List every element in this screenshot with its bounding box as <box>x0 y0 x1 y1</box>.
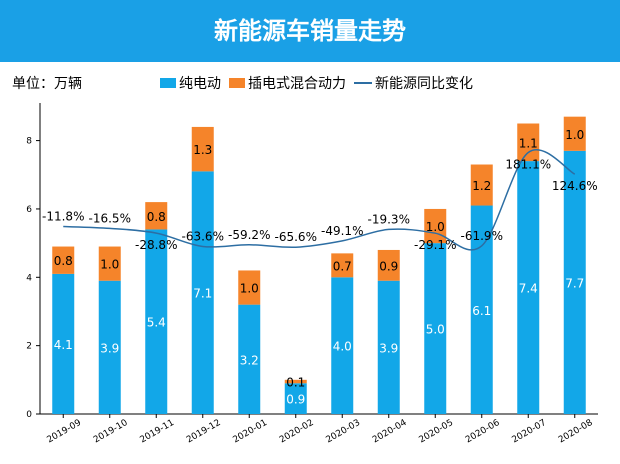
legend-label: 插电式混合动力 <box>248 76 346 92</box>
bar-bev <box>470 205 493 414</box>
phev-label: 0.1 <box>286 376 305 390</box>
x-tick-label: 2020-01 <box>231 418 269 445</box>
yoy-label: 181.1% <box>505 157 551 171</box>
bev-label: 7.4 <box>519 282 538 296</box>
bar-bev <box>517 161 540 414</box>
yoy-line <box>63 149 576 251</box>
bev-label: 5.0 <box>426 323 445 337</box>
x-tick-label: 2020-07 <box>510 418 548 445</box>
y-tick-label: 4 <box>26 273 32 283</box>
yoy-label: -65.6% <box>275 230 317 244</box>
bev-label: 5.4 <box>147 316 166 330</box>
bar-phev <box>377 249 400 281</box>
phev-label: 1.0 <box>100 258 119 272</box>
yoy-label: -16.5% <box>89 211 131 225</box>
bar-phev <box>284 379 307 384</box>
x-tick-label: 2019-11 <box>138 418 176 445</box>
bar-bev <box>191 171 214 414</box>
x-tick-label: 2020-02 <box>278 418 316 445</box>
yoy-label: -63.6% <box>182 229 224 243</box>
legend-swatch <box>229 78 245 88</box>
x-tick-label: 2019-09 <box>45 418 83 446</box>
x-tick-label: 2020-08 <box>557 418 595 446</box>
bar-phev <box>517 123 540 162</box>
unit-label: 单位：万辆 <box>12 76 82 92</box>
legend-yoy: 新能源同比变化 <box>354 73 473 93</box>
yoy-label: -61.9% <box>461 229 503 243</box>
bar-phev <box>98 246 121 281</box>
yoy-label: -59.2% <box>228 228 270 242</box>
y-tick-label: 2 <box>26 342 32 352</box>
phev-label: 1.1 <box>519 136 538 150</box>
phev-label: 0.9 <box>379 259 398 273</box>
legend-label: 新能源同比变化 <box>375 76 473 92</box>
yoy-label: -19.3% <box>368 212 410 226</box>
bar-bev <box>331 277 354 414</box>
yoy-label: -29.1% <box>414 238 456 252</box>
chart-title: 新能源车销量走势 <box>0 0 620 62</box>
x-tick-label: 2019-12 <box>185 418 223 445</box>
bar-phev <box>191 126 214 172</box>
bar-bev <box>238 304 261 414</box>
yoy-label: -28.8% <box>135 238 177 252</box>
bev-label: 3.9 <box>100 341 119 355</box>
bar-phev <box>563 116 586 151</box>
bev-label: 3.2 <box>240 353 259 367</box>
phev-label: 0.8 <box>147 210 166 224</box>
yoy-label: -11.8% <box>42 210 84 224</box>
bar-phev <box>52 246 75 274</box>
phev-label: 1.0 <box>426 220 445 234</box>
legend-line <box>354 82 372 84</box>
legend: 纯电动 插电式混合动力 新能源同比变化 <box>160 73 473 93</box>
legend-label: 纯电动 <box>179 76 221 92</box>
y-tick-label: 0 <box>26 410 32 420</box>
bar-phev <box>470 164 493 206</box>
bar-bev <box>424 243 447 414</box>
y-tick-label: 8 <box>26 137 32 147</box>
phev-label: 1.3 <box>193 143 212 157</box>
yoy-label: -49.1% <box>321 224 363 238</box>
x-tick-label: 2019-10 <box>92 418 130 446</box>
bev-label: 7.1 <box>193 287 212 301</box>
bar-phev <box>331 253 354 278</box>
bar-bev <box>52 273 75 414</box>
bev-label: 4.1 <box>54 338 73 352</box>
bar-bev <box>145 229 168 414</box>
bar-bev <box>377 280 400 414</box>
bev-label: 0.9 <box>286 393 305 407</box>
yoy-label: 124.6% <box>552 179 598 193</box>
bar-bev <box>563 150 586 414</box>
phev-label: 1.0 <box>240 282 259 296</box>
x-tick-label: 2020-06 <box>464 418 502 446</box>
x-tick-label: 2020-04 <box>371 418 409 446</box>
y-tick-label: 6 <box>26 205 32 215</box>
bev-label: 6.1 <box>472 304 491 318</box>
bar-bev <box>98 280 121 414</box>
phev-label: 0.7 <box>333 259 352 273</box>
x-tick-label: 2020-05 <box>417 418 455 445</box>
bev-label: 3.9 <box>379 341 398 355</box>
bar-phev <box>238 270 261 305</box>
x-tick-label: 2020-03 <box>324 418 362 445</box>
legend-phev: 插电式混合动力 <box>229 73 346 93</box>
phev-label: 0.8 <box>54 254 73 268</box>
phev-label: 1.2 <box>472 179 491 193</box>
bev-label: 7.7 <box>565 276 584 290</box>
legend-swatch <box>160 78 176 88</box>
bev-label: 4.0 <box>333 340 352 354</box>
legend-bev: 纯电动 <box>160 73 221 93</box>
phev-label: 1.0 <box>565 128 584 142</box>
bar-phev <box>145 202 168 230</box>
bar-bev <box>284 383 307 414</box>
